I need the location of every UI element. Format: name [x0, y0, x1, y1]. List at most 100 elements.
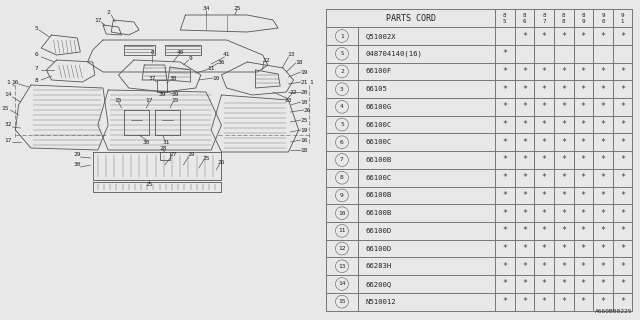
- Text: *: *: [541, 156, 547, 164]
- Text: *: *: [522, 226, 527, 235]
- Bar: [495, 133, 515, 151]
- Bar: [612, 151, 632, 169]
- Text: *: *: [541, 32, 547, 41]
- Text: *: *: [581, 138, 586, 147]
- Text: 66100B: 66100B: [365, 210, 392, 216]
- Bar: [495, 257, 515, 275]
- Text: *: *: [581, 173, 586, 182]
- Bar: [573, 45, 593, 63]
- Text: *: *: [581, 191, 586, 200]
- Bar: [554, 63, 573, 80]
- Text: *: *: [522, 32, 527, 41]
- Bar: [612, 222, 632, 240]
- Bar: [612, 10, 632, 27]
- Text: *: *: [502, 102, 508, 111]
- Bar: [593, 133, 612, 151]
- Text: *: *: [561, 102, 566, 111]
- Bar: [593, 116, 612, 133]
- Text: 39: 39: [159, 92, 166, 98]
- Bar: [495, 293, 515, 310]
- Text: 8: 8: [340, 175, 344, 180]
- Bar: [495, 204, 515, 222]
- Text: *: *: [522, 156, 527, 164]
- Bar: [358, 27, 495, 45]
- Text: *: *: [581, 156, 586, 164]
- Bar: [612, 293, 632, 310]
- Text: 8: 8: [150, 50, 154, 54]
- Text: *: *: [600, 209, 605, 218]
- Bar: [612, 27, 632, 45]
- Text: *: *: [581, 85, 586, 94]
- Bar: [573, 63, 593, 80]
- Text: 13: 13: [338, 264, 346, 269]
- Bar: [358, 45, 495, 63]
- Text: 66100F: 66100F: [365, 68, 392, 75]
- Bar: [573, 293, 593, 310]
- Text: 66200Q: 66200Q: [365, 281, 392, 287]
- Bar: [612, 257, 632, 275]
- Bar: [593, 169, 612, 187]
- Text: 5: 5: [340, 122, 344, 127]
- Text: 66100G: 66100G: [365, 104, 392, 110]
- Bar: [358, 169, 495, 187]
- Text: *: *: [581, 102, 586, 111]
- Text: *: *: [522, 173, 527, 182]
- Bar: [495, 98, 515, 116]
- Bar: [593, 275, 612, 293]
- Bar: [495, 240, 515, 257]
- Bar: [515, 151, 534, 169]
- Text: *: *: [620, 226, 625, 235]
- Bar: [612, 204, 632, 222]
- Text: 20: 20: [300, 90, 308, 94]
- Text: 66283H: 66283H: [365, 263, 392, 269]
- Text: 048704140(16): 048704140(16): [365, 51, 422, 57]
- Bar: [573, 151, 593, 169]
- Text: 30: 30: [74, 163, 81, 167]
- Bar: [495, 63, 515, 80]
- Text: 66100C: 66100C: [365, 122, 392, 128]
- Bar: [554, 257, 573, 275]
- Bar: [495, 187, 515, 204]
- Text: *: *: [600, 102, 605, 111]
- Text: 66100C: 66100C: [365, 139, 392, 145]
- Text: 27: 27: [170, 153, 177, 157]
- Bar: [326, 222, 358, 240]
- Text: 17: 17: [146, 98, 153, 102]
- Text: *: *: [502, 156, 508, 164]
- Text: 66100B: 66100B: [365, 192, 392, 198]
- Bar: [515, 10, 534, 27]
- Text: *: *: [581, 262, 586, 271]
- Bar: [326, 27, 358, 45]
- Text: *: *: [522, 262, 527, 271]
- Text: A660B00225: A660B00225: [595, 308, 632, 314]
- Text: 6: 6: [34, 52, 38, 58]
- Text: *: *: [581, 279, 586, 288]
- Bar: [358, 63, 495, 80]
- Text: *: *: [620, 244, 625, 253]
- Text: *: *: [561, 32, 566, 41]
- Bar: [515, 204, 534, 222]
- Text: *: *: [581, 209, 586, 218]
- Text: *: *: [600, 262, 605, 271]
- Text: *: *: [620, 209, 625, 218]
- Bar: [573, 169, 593, 187]
- Bar: [495, 169, 515, 187]
- Text: *: *: [502, 120, 508, 129]
- Bar: [534, 116, 554, 133]
- Text: 19: 19: [187, 153, 195, 157]
- Bar: [554, 98, 573, 116]
- Bar: [326, 116, 358, 133]
- Text: 8
6: 8 6: [523, 13, 526, 24]
- Text: *: *: [541, 297, 547, 306]
- Text: *: *: [541, 120, 547, 129]
- Text: 23: 23: [285, 98, 292, 102]
- Bar: [515, 133, 534, 151]
- Bar: [534, 45, 554, 63]
- Bar: [358, 275, 495, 293]
- Bar: [612, 187, 632, 204]
- Bar: [358, 133, 495, 151]
- Text: *: *: [541, 226, 547, 235]
- Text: 41: 41: [223, 52, 230, 58]
- Text: 8: 8: [34, 77, 38, 83]
- Bar: [554, 116, 573, 133]
